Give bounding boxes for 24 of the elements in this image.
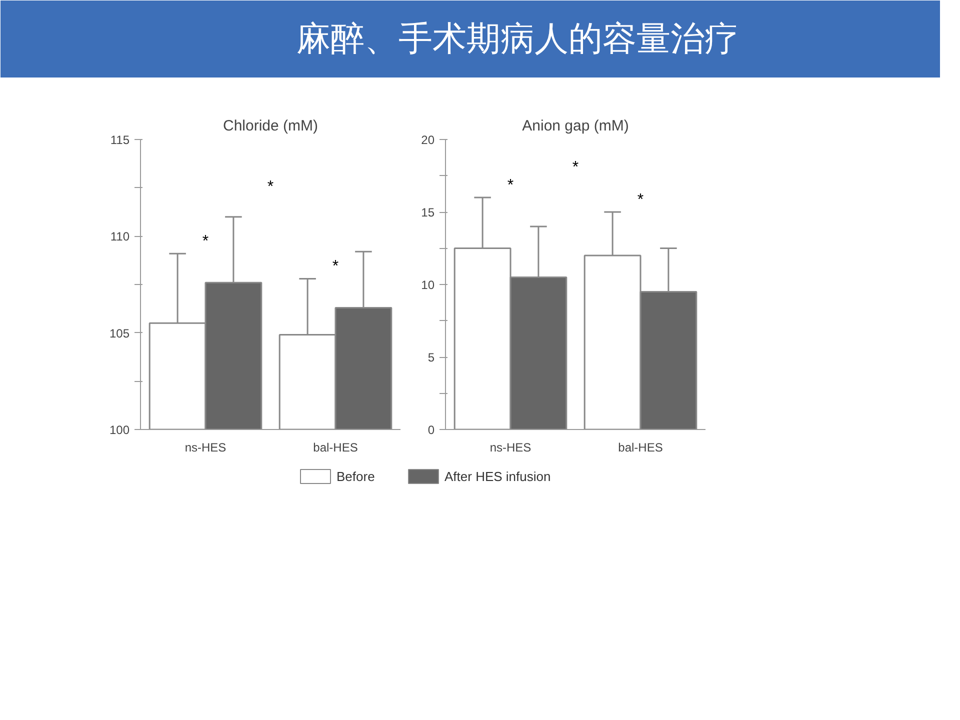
y-tick-label: 10 [421,278,435,292]
annotation: * [637,192,644,208]
x-tick-label: bal-HES [618,440,663,454]
annotation: * [507,177,514,194]
y-tick-label: 110 [110,230,130,244]
annotation: * [332,258,339,276]
y-tick-label: 20 [421,133,435,147]
y-tick-label: 15 [421,206,435,220]
y-tick-label: 0 [428,423,435,437]
legend-label: Before [336,469,375,484]
x-tick-label: bal-HES [313,440,358,454]
chart-title: Anion gap (mM) [522,118,629,134]
x-tick-label: ns-HES [490,440,532,454]
annotation: * [202,233,209,250]
annotation: * [267,178,274,196]
y-tick-label: 100 [109,423,130,437]
x-tick-label: ns-HES [184,440,226,454]
chart-title: Chloride (mM) [222,118,318,134]
y-tick-label: 5 [428,350,435,364]
legend-label: After HES infusion [444,469,551,484]
annotation: * [572,159,579,176]
y-tick-label: 105 [109,326,130,340]
y-tick-label: 115 [110,133,130,147]
text: 麻醉、手术期病人的容量治疗 [296,20,738,58]
